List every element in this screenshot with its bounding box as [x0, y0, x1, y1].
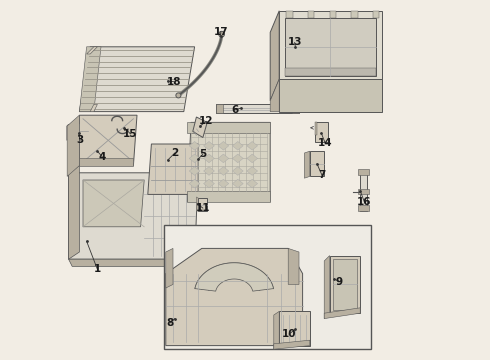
- Polygon shape: [166, 248, 303, 346]
- Polygon shape: [204, 154, 215, 163]
- Polygon shape: [204, 167, 215, 175]
- Polygon shape: [274, 311, 279, 349]
- Polygon shape: [279, 311, 310, 346]
- Polygon shape: [83, 180, 144, 227]
- Polygon shape: [79, 47, 101, 112]
- Circle shape: [176, 93, 181, 98]
- Polygon shape: [69, 124, 88, 139]
- Text: 4: 4: [98, 152, 106, 162]
- Polygon shape: [166, 248, 173, 288]
- Polygon shape: [69, 166, 79, 259]
- Polygon shape: [198, 198, 207, 211]
- Polygon shape: [189, 154, 200, 163]
- Polygon shape: [304, 151, 310, 178]
- Polygon shape: [218, 179, 229, 188]
- Polygon shape: [232, 154, 243, 163]
- Polygon shape: [360, 171, 368, 211]
- Polygon shape: [270, 79, 279, 112]
- Text: 13: 13: [288, 37, 302, 48]
- Polygon shape: [216, 104, 223, 113]
- Polygon shape: [189, 141, 200, 150]
- FancyBboxPatch shape: [164, 225, 371, 349]
- Text: 6: 6: [232, 105, 239, 115]
- Polygon shape: [67, 124, 69, 140]
- Polygon shape: [148, 144, 198, 194]
- Polygon shape: [79, 158, 133, 166]
- Polygon shape: [274, 340, 310, 349]
- Text: 8: 8: [167, 318, 174, 328]
- Polygon shape: [187, 122, 270, 202]
- Polygon shape: [358, 205, 369, 211]
- Polygon shape: [69, 259, 198, 266]
- Text: 15: 15: [123, 129, 138, 139]
- Polygon shape: [187, 122, 270, 133]
- Circle shape: [219, 31, 224, 37]
- Polygon shape: [330, 256, 360, 313]
- Text: 7: 7: [318, 170, 326, 180]
- Polygon shape: [232, 179, 243, 188]
- Polygon shape: [90, 104, 98, 112]
- Polygon shape: [187, 191, 270, 202]
- Polygon shape: [216, 104, 299, 113]
- Polygon shape: [218, 141, 229, 150]
- Polygon shape: [232, 141, 243, 150]
- Polygon shape: [286, 11, 293, 18]
- Polygon shape: [218, 167, 229, 175]
- Polygon shape: [232, 167, 243, 175]
- Polygon shape: [373, 11, 379, 18]
- Polygon shape: [330, 11, 336, 18]
- Polygon shape: [247, 179, 258, 188]
- Text: 5: 5: [199, 149, 206, 159]
- Text: 10: 10: [282, 329, 296, 339]
- Polygon shape: [189, 167, 200, 175]
- Text: 11: 11: [196, 203, 210, 213]
- Polygon shape: [358, 189, 369, 194]
- Polygon shape: [247, 141, 258, 150]
- Text: 16: 16: [357, 197, 372, 207]
- Polygon shape: [324, 256, 330, 319]
- Polygon shape: [218, 154, 229, 163]
- Polygon shape: [285, 18, 376, 76]
- Text: 9: 9: [336, 276, 343, 287]
- Text: 2: 2: [171, 148, 178, 158]
- Polygon shape: [315, 122, 328, 142]
- Polygon shape: [315, 122, 317, 135]
- Text: 17: 17: [214, 27, 228, 37]
- Polygon shape: [279, 79, 382, 112]
- Polygon shape: [310, 151, 324, 176]
- Polygon shape: [351, 11, 358, 18]
- Polygon shape: [247, 154, 258, 163]
- Polygon shape: [292, 104, 299, 113]
- Polygon shape: [193, 117, 207, 138]
- Polygon shape: [288, 248, 299, 284]
- Polygon shape: [204, 141, 215, 150]
- Polygon shape: [87, 47, 98, 54]
- Polygon shape: [204, 179, 215, 188]
- Text: 1: 1: [94, 264, 101, 274]
- Polygon shape: [247, 167, 258, 175]
- Polygon shape: [308, 11, 315, 18]
- Polygon shape: [285, 68, 376, 76]
- Text: 14: 14: [318, 138, 333, 148]
- Text: 12: 12: [199, 116, 214, 126]
- Polygon shape: [333, 259, 357, 310]
- Polygon shape: [358, 169, 369, 175]
- Polygon shape: [69, 173, 198, 259]
- Text: 3: 3: [76, 135, 84, 145]
- Polygon shape: [67, 115, 79, 176]
- Polygon shape: [195, 263, 273, 291]
- Text: 18: 18: [167, 77, 181, 87]
- Polygon shape: [79, 47, 195, 112]
- Polygon shape: [189, 179, 200, 188]
- Polygon shape: [324, 308, 360, 319]
- Polygon shape: [79, 115, 137, 166]
- Polygon shape: [279, 11, 382, 79]
- Polygon shape: [196, 197, 198, 212]
- Polygon shape: [270, 11, 279, 101]
